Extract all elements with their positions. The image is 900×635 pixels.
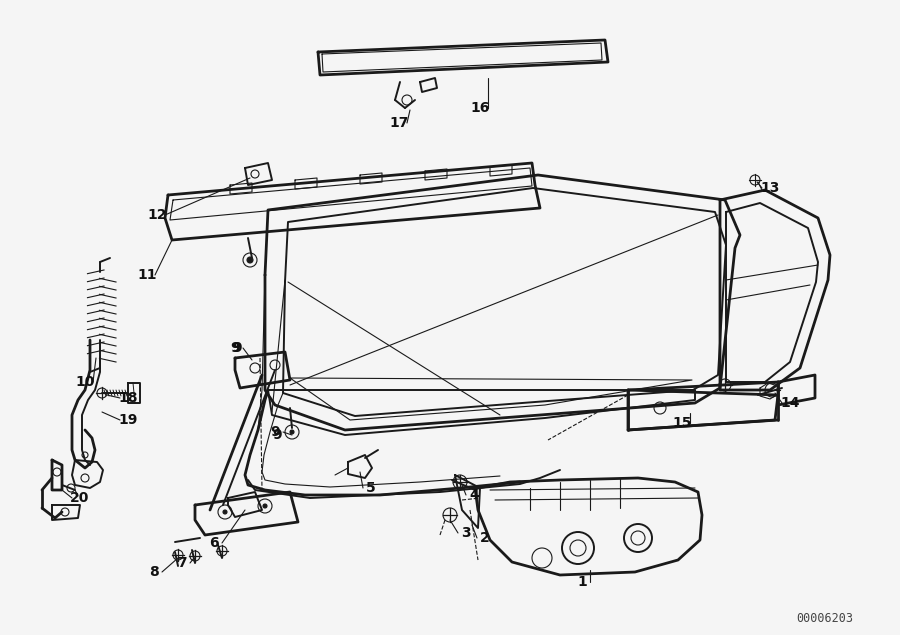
Text: 9: 9 xyxy=(270,425,280,439)
Text: 14: 14 xyxy=(780,396,800,410)
Circle shape xyxy=(290,430,294,434)
Text: 9: 9 xyxy=(230,341,239,355)
Text: 10: 10 xyxy=(76,375,94,389)
Text: 7: 7 xyxy=(177,556,187,570)
Text: 16: 16 xyxy=(471,101,490,115)
Text: 00006203: 00006203 xyxy=(796,612,853,624)
Circle shape xyxy=(263,504,267,508)
Text: 12: 12 xyxy=(148,208,166,222)
Text: 17: 17 xyxy=(390,116,409,130)
Text: 18: 18 xyxy=(118,391,138,405)
Text: 20: 20 xyxy=(70,491,90,505)
Text: 6: 6 xyxy=(209,536,219,550)
Text: 9: 9 xyxy=(232,341,242,355)
Text: 15: 15 xyxy=(672,416,692,430)
Text: 9: 9 xyxy=(272,428,282,442)
Text: 2: 2 xyxy=(480,531,490,545)
Text: 4: 4 xyxy=(469,488,479,502)
Text: 1: 1 xyxy=(577,575,587,589)
Text: 5: 5 xyxy=(366,481,376,495)
Text: 11: 11 xyxy=(137,268,157,282)
Text: 13: 13 xyxy=(760,181,779,195)
Circle shape xyxy=(247,257,253,263)
Text: 3: 3 xyxy=(461,526,471,540)
Circle shape xyxy=(223,510,227,514)
Text: 8: 8 xyxy=(149,565,159,579)
Text: 19: 19 xyxy=(118,413,138,427)
